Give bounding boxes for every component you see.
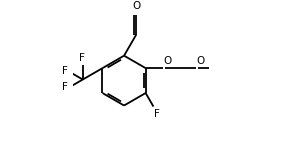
Text: F: F [62,82,68,92]
Text: O: O [163,56,172,66]
Text: F: F [154,109,160,119]
Text: F: F [79,53,85,63]
Text: O: O [132,1,140,11]
Text: F: F [62,66,68,76]
Text: O: O [196,56,205,66]
